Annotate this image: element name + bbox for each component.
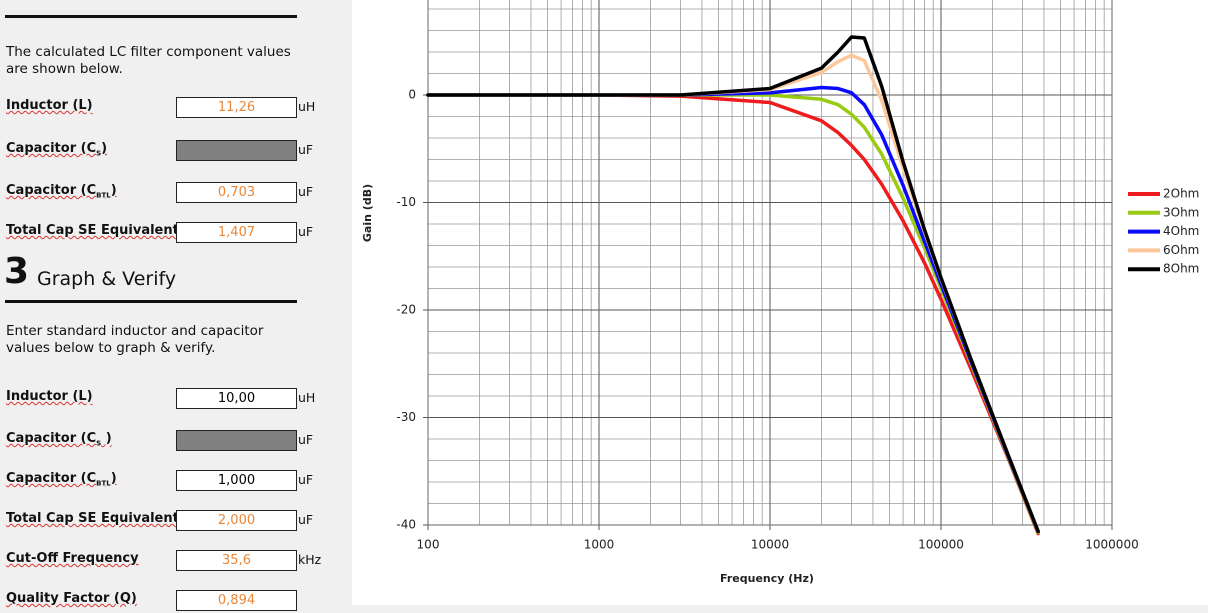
field-label: Inductor (L)	[6, 389, 93, 404]
field-label: Capacitor (CS)	[6, 141, 107, 158]
field-label: Quality Factor (Q)	[6, 591, 137, 606]
y-tick-label: -30	[396, 410, 416, 424]
field-label: Capacitor (CBTL)	[6, 183, 117, 200]
x-tick-label: 1000000	[1085, 538, 1138, 552]
sheet-panel: The calculated LC filter component value…	[0, 0, 352, 613]
disabled-cell	[176, 430, 297, 451]
x-axis-label: Frequency (Hz)	[720, 572, 814, 585]
label-text: Capacitor (C	[6, 471, 97, 486]
unit-label: uH	[298, 390, 316, 405]
field-label: Total Cap SE Equivalent	[6, 223, 179, 238]
value-cell[interactable]: 1,407	[176, 222, 297, 243]
label-subscript: S	[96, 149, 102, 158]
y-tick-label: -20	[396, 303, 416, 317]
x-tick-label: 100000	[918, 538, 964, 552]
value-cell[interactable]: 10,00	[176, 388, 297, 409]
plot-border	[427, 0, 1113, 526]
legend-label: 6Ohm	[1163, 243, 1199, 257]
label-subscript: BTL	[96, 191, 111, 200]
x-tick-label: 100	[417, 538, 440, 552]
y-tick-label: -10	[396, 195, 416, 209]
label-text: )	[101, 431, 112, 446]
legend-label: 2Ohm	[1163, 187, 1199, 201]
unit-label: uF	[298, 512, 314, 527]
value-cell[interactable]: 11,26	[176, 97, 297, 118]
unit-label: kHz	[298, 552, 322, 567]
value-cell[interactable]: 2,000	[176, 510, 297, 531]
value-cell[interactable]: 0,894	[176, 590, 297, 611]
field-label: Capacitor (CS )	[6, 431, 112, 448]
legend-label: 4Ohm	[1163, 224, 1199, 238]
intro-text: The calculated LC filter component value…	[6, 44, 291, 77]
unit-label: uF	[298, 224, 314, 239]
y-axis-label: Gain (dB)	[361, 184, 374, 242]
unit-label: uF	[298, 184, 314, 199]
unit-label: uH	[298, 99, 316, 114]
label-text: Total Cap SE Equivalent	[6, 511, 179, 526]
unit-label: uF	[298, 142, 314, 157]
label-text: )	[101, 141, 108, 156]
label-text: )	[110, 183, 117, 198]
series-line	[426, 35, 1040, 534]
disabled-cell	[176, 140, 297, 161]
value-cell[interactable]: 35,6	[176, 550, 297, 571]
field-label: Inductor (L)	[6, 98, 93, 113]
label-text: Inductor (L)	[6, 389, 93, 404]
value-cell[interactable]: 0,703	[176, 182, 297, 203]
label-subscript: S	[96, 439, 102, 448]
y-tick-label: 0	[408, 88, 416, 102]
label-text: Cut-Off Frequency	[6, 551, 139, 566]
label-text: Capacitor (C	[6, 141, 97, 156]
x-tick-label: 1000	[584, 538, 615, 552]
field-label: Capacitor (CBTL)	[6, 471, 117, 488]
field-label: Cut-Off Frequency	[6, 551, 139, 566]
unit-label: uF	[298, 432, 314, 447]
label-subscript: BTL	[96, 479, 111, 488]
label-text: Quality Factor (Q)	[6, 591, 137, 606]
intro-text: Enter standard inductor and capacitor va…	[6, 323, 264, 356]
field-label: Total Cap SE Equivalent	[6, 511, 179, 526]
section-rule	[5, 300, 297, 303]
chart: Gain (dB) Frequency (Hz) -40 -30 -20 -10 0 10…	[352, 0, 1208, 605]
legend-label: 3Ohm	[1163, 205, 1199, 219]
series-line	[426, 93, 1040, 536]
label-text: Total Cap SE Equivalent	[6, 223, 179, 238]
x-tick-label: 10000	[751, 538, 789, 552]
label-text: )	[110, 471, 117, 486]
value-cell[interactable]: 1,000	[176, 470, 297, 491]
label-text: Capacitor (C	[6, 431, 97, 446]
section-rule	[5, 15, 297, 18]
section-title: Graph & Verify	[37, 268, 177, 290]
legend-label: 8Ohm	[1163, 262, 1199, 276]
section-number: 3	[4, 251, 30, 292]
label-text: Capacitor (C	[6, 183, 97, 198]
label-text: Inductor (L)	[6, 98, 93, 113]
unit-label: uF	[298, 472, 314, 487]
y-tick-label: -40	[396, 518, 416, 532]
